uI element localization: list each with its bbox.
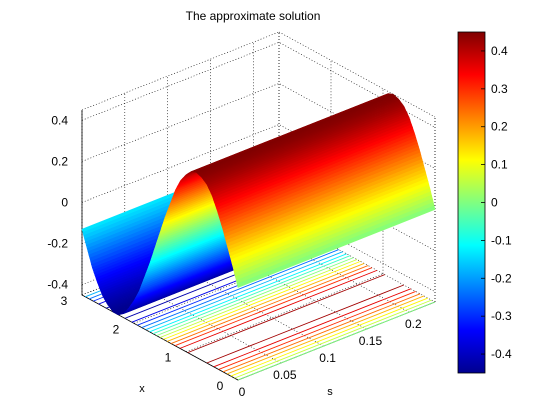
x-axis-label: s — [327, 386, 333, 398]
colorbar-tick-label: -0.2 — [491, 271, 512, 285]
colorbar-gradient — [457, 31, 486, 374]
colorbar-ticks: 0.4 0.3 0.2 0.1 0 -0.1 -0.2 -0.3 -0.4 — [481, 44, 512, 361]
s-tick-label: 0.1 — [319, 351, 336, 365]
colorbar-tick-label: 0.2 — [491, 120, 508, 134]
z-tick-label: -0.2 — [47, 237, 68, 251]
colorbar-tick-label: -0.3 — [491, 309, 512, 323]
colorbar-tick-label: 0 — [491, 196, 498, 210]
colorbar-tick-label: 0.4 — [491, 44, 508, 58]
colorbar-tick-label: 0.1 — [491, 158, 508, 172]
axis-ticks: 0.4 0.2 0 -0.2 -0.4 0 0.05 0.1 0.15 0.2 0 1 2 3 — [47, 113, 422, 399]
y-axis-label: x — [139, 383, 145, 395]
z-tick-label: 0.4 — [51, 113, 68, 127]
surface-mesh — [81, 93, 436, 316]
z-tick-label: 0.2 — [51, 154, 68, 168]
chart-title: The approximate solution — [186, 9, 321, 23]
s-tick-label: 0 — [239, 385, 246, 399]
x-tick-label: 1 — [165, 351, 172, 365]
s-tick-label: 0.05 — [273, 368, 297, 382]
x-tick-label: 3 — [61, 294, 68, 308]
colorbar-tick-label: -0.4 — [491, 347, 512, 361]
x-tick-label: 2 — [113, 322, 120, 336]
colorbar: 0.4 0.3 0.2 0.1 0 -0.1 -0.2 -0.3 -0.4 — [457, 31, 512, 374]
z-tick-label: -0.4 — [47, 278, 68, 292]
s-tick-label: 0.15 — [359, 334, 383, 348]
colorbar-tick-label: -0.1 — [491, 233, 512, 247]
x-tick-label: 0 — [217, 379, 224, 393]
z-tick-label: 0 — [61, 196, 68, 210]
s-tick-label: 0.2 — [405, 317, 422, 331]
colorbar-tick-label: 0.3 — [491, 82, 508, 96]
